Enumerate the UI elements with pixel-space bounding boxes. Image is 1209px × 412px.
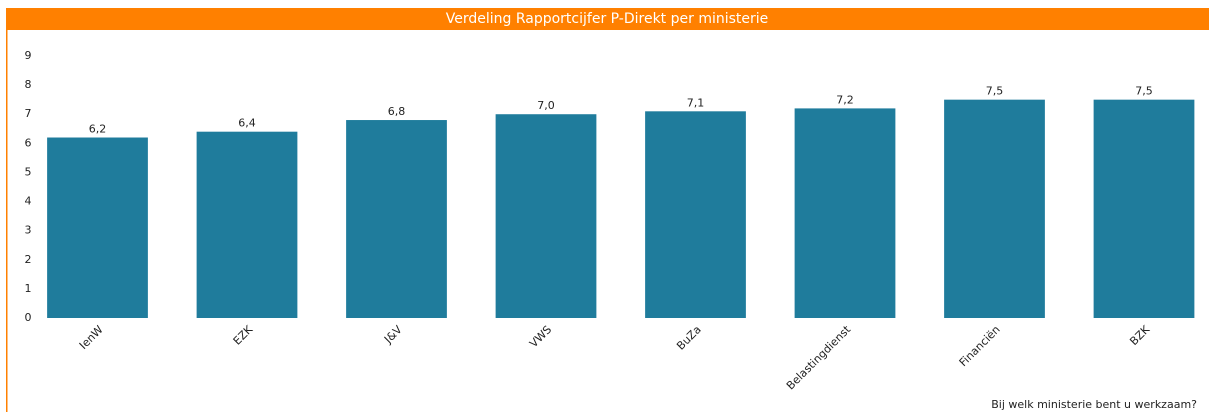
x-tick-label: BZK (1127, 322, 1153, 348)
y-tick-label: 3 (25, 224, 32, 237)
x-tick-label: Financiën (957, 323, 1003, 369)
value-label: 7,2 (836, 93, 854, 106)
x-tick-label: VWS (527, 323, 554, 350)
bar (794, 108, 896, 319)
bar (944, 99, 1045, 319)
y-tick-label: 8 (25, 78, 32, 91)
value-label: 6,8 (388, 105, 406, 118)
x-tick-label: EZK (231, 322, 256, 347)
y-tick-label: 7 (25, 107, 32, 120)
bar (196, 131, 298, 318)
y-tick-label: 5 (25, 165, 32, 178)
bar (645, 111, 746, 318)
left-border (6, 30, 8, 412)
x-tick-label: Belastingdienst (784, 323, 854, 393)
value-label: 7,1 (687, 96, 705, 109)
header-bar (6, 8, 1209, 30)
value-label: 7,5 (1135, 85, 1153, 98)
y-tick-label: 9 (25, 49, 32, 62)
x-tick-label: IenW (77, 323, 106, 352)
y-tick-label: 2 (25, 253, 32, 266)
x-tick-label: J&V (381, 323, 405, 347)
value-label: 6,4 (238, 117, 256, 130)
x-tick-label: BuZa (674, 323, 704, 353)
value-label: 6,2 (89, 123, 107, 136)
bar (47, 137, 148, 318)
y-tick-label: 0 (25, 311, 32, 324)
y-tick-label: 1 (25, 282, 32, 295)
bar (1093, 99, 1195, 319)
y-tick-label: 4 (25, 195, 32, 208)
bar (346, 120, 447, 319)
chart-title: Verdeling Rapportcijfer P-Direkt per min… (446, 11, 769, 27)
value-label: 7,5 (986, 85, 1004, 98)
x-axis-label: Bij welk ministerie bent u werkzaam? (991, 398, 1197, 411)
value-label: 7,0 (537, 99, 555, 112)
bar (495, 114, 597, 318)
y-tick-label: 6 (25, 136, 32, 149)
